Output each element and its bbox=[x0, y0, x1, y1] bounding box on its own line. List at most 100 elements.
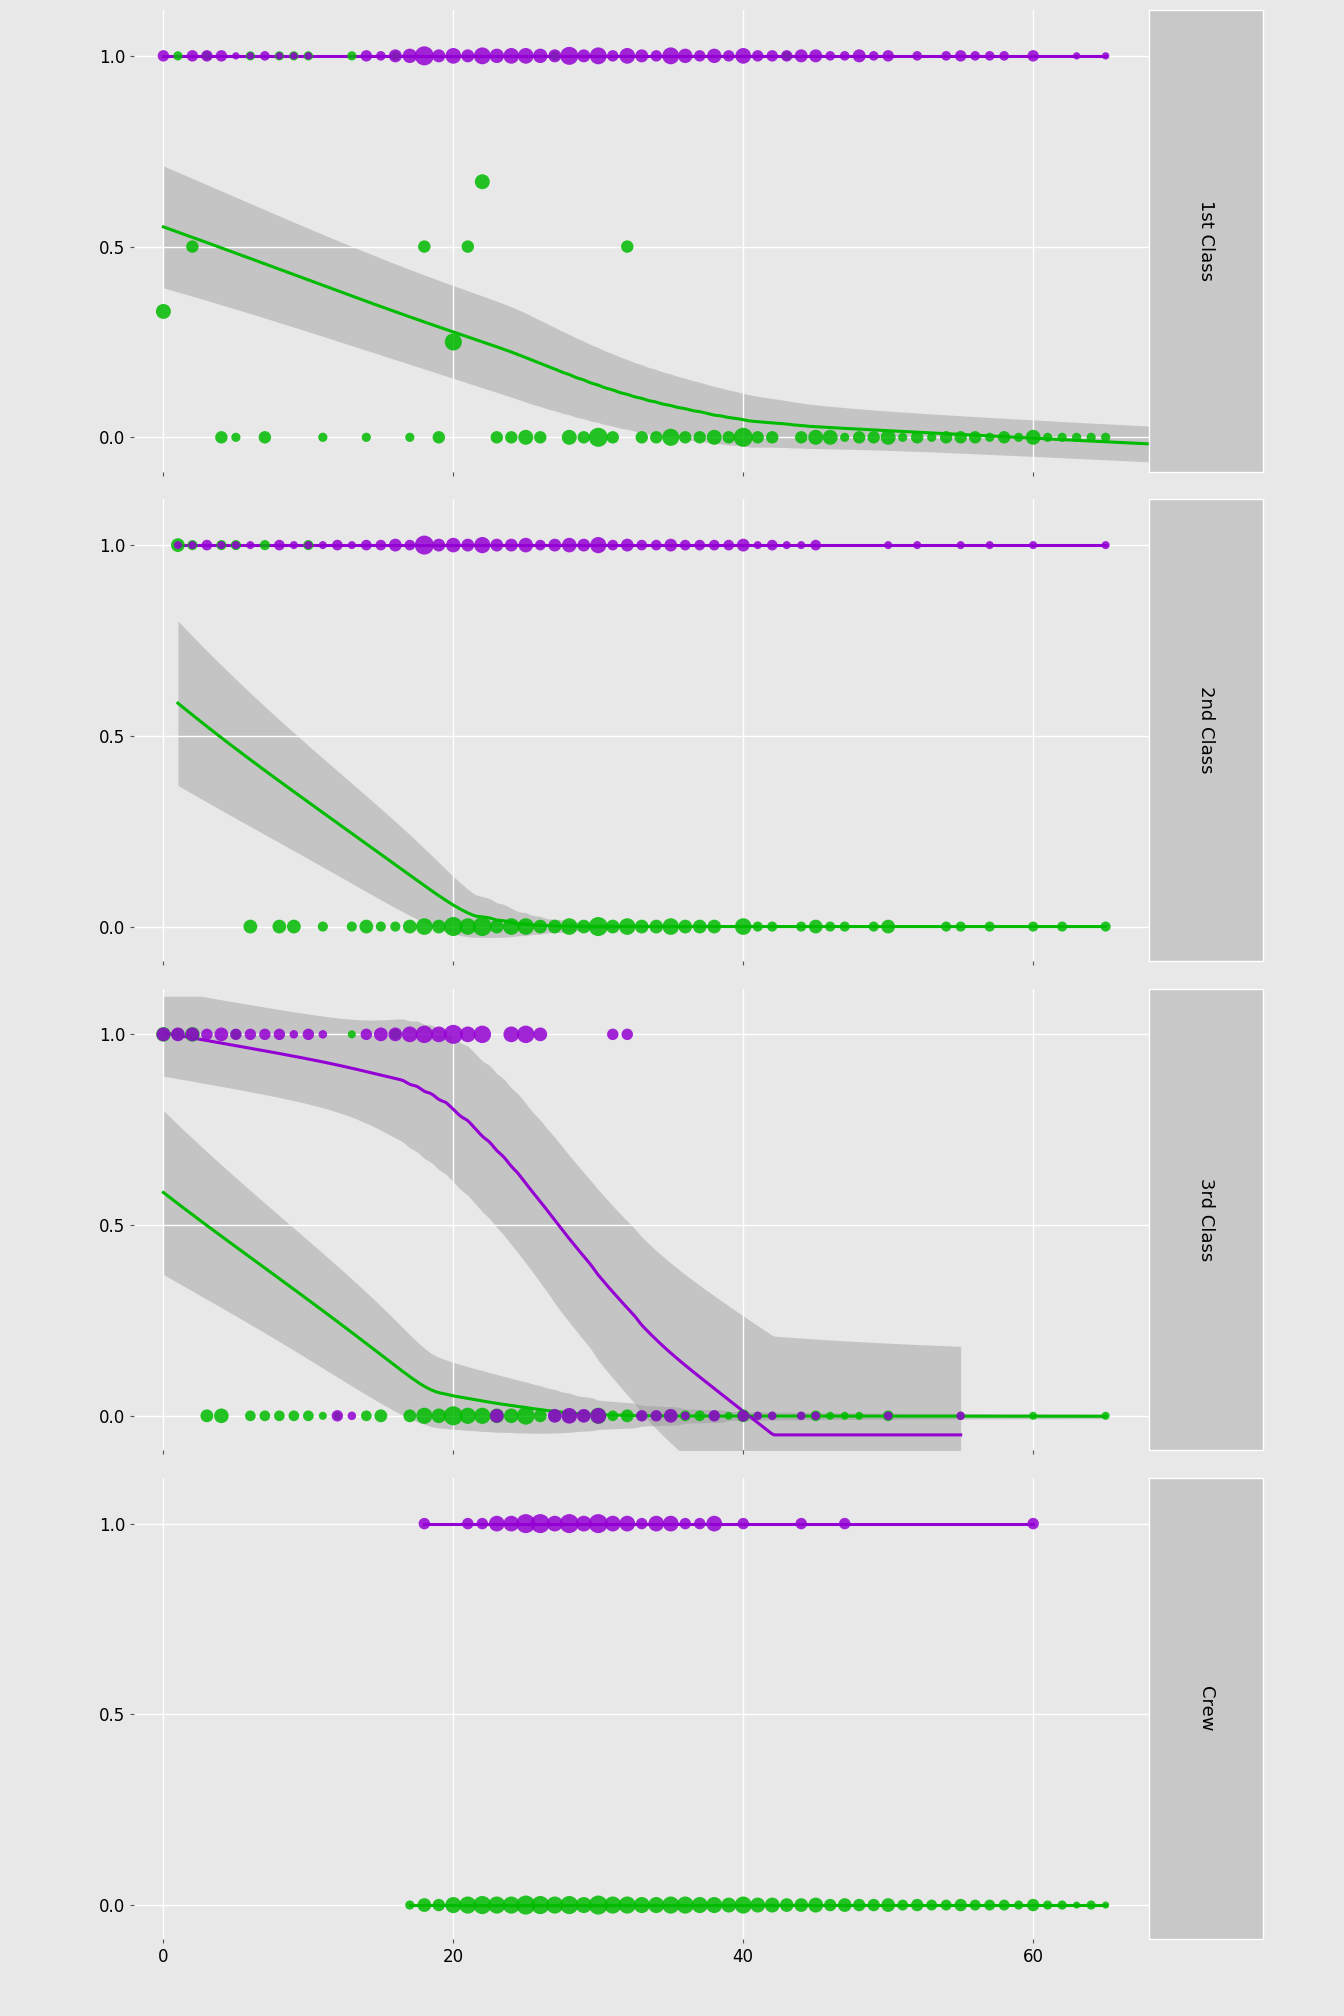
Point bbox=[181, 230, 203, 262]
Point bbox=[487, 1889, 508, 1921]
Point bbox=[573, 1399, 594, 1431]
Point bbox=[341, 528, 363, 560]
Point bbox=[790, 421, 812, 454]
Point bbox=[617, 230, 638, 262]
Point bbox=[530, 1018, 551, 1050]
Point bbox=[1051, 911, 1073, 943]
Point bbox=[515, 911, 536, 943]
Point bbox=[587, 1399, 609, 1431]
Point bbox=[632, 1508, 653, 1540]
Point bbox=[660, 528, 681, 560]
Point bbox=[617, 528, 638, 560]
Point bbox=[718, 1889, 739, 1921]
Point bbox=[660, 911, 681, 943]
Point bbox=[153, 294, 175, 327]
Point bbox=[559, 1889, 581, 1921]
Point bbox=[602, 40, 624, 73]
Point bbox=[906, 528, 927, 560]
Point bbox=[211, 421, 233, 454]
Point bbox=[848, 1889, 870, 1921]
Point bbox=[602, 1399, 624, 1431]
Point bbox=[805, 1399, 827, 1431]
Point bbox=[718, 1399, 739, 1431]
Point bbox=[181, 528, 203, 560]
Point bbox=[457, 230, 478, 262]
Point bbox=[1066, 421, 1087, 454]
Point bbox=[224, 528, 247, 560]
Point bbox=[790, 40, 812, 73]
Point bbox=[414, 230, 435, 262]
Point bbox=[370, 911, 391, 943]
Point bbox=[892, 421, 914, 454]
Point bbox=[602, 911, 624, 943]
Point bbox=[500, 1399, 521, 1431]
Point bbox=[487, 1508, 508, 1540]
Point bbox=[660, 1889, 681, 1921]
Point bbox=[660, 1399, 681, 1431]
Point bbox=[1081, 1889, 1102, 1921]
Point bbox=[327, 528, 348, 560]
Point bbox=[500, 1018, 521, 1050]
Point bbox=[284, 40, 305, 73]
Point bbox=[587, 40, 609, 73]
Point bbox=[645, 1889, 667, 1921]
Point bbox=[239, 1018, 261, 1050]
Point bbox=[805, 1889, 827, 1921]
Point bbox=[500, 1508, 521, 1540]
Point bbox=[167, 528, 188, 560]
Point bbox=[457, 911, 478, 943]
Point bbox=[747, 528, 769, 560]
Point bbox=[399, 1018, 421, 1050]
Point bbox=[370, 1018, 391, 1050]
Point bbox=[384, 528, 406, 560]
Point bbox=[457, 40, 478, 73]
Point bbox=[384, 40, 406, 73]
Point bbox=[153, 1018, 175, 1050]
Point bbox=[820, 421, 841, 454]
Point bbox=[762, 528, 784, 560]
Point bbox=[442, 1399, 464, 1431]
Point bbox=[645, 1508, 667, 1540]
Point bbox=[327, 1399, 348, 1431]
Point bbox=[675, 1399, 696, 1431]
Point bbox=[645, 1399, 667, 1431]
Point bbox=[181, 528, 203, 560]
Point bbox=[559, 911, 581, 943]
Point bbox=[762, 1399, 784, 1431]
Point bbox=[950, 40, 972, 73]
Point bbox=[978, 1889, 1000, 1921]
Point bbox=[790, 1889, 812, 1921]
Point bbox=[921, 1889, 942, 1921]
Point bbox=[950, 1399, 972, 1431]
Point bbox=[341, 911, 363, 943]
Point bbox=[775, 528, 797, 560]
Point bbox=[978, 911, 1000, 943]
Point bbox=[718, 40, 739, 73]
Point bbox=[196, 40, 218, 73]
Point bbox=[617, 40, 638, 73]
Point bbox=[399, 1889, 421, 1921]
Point bbox=[747, 421, 769, 454]
Point bbox=[254, 1018, 276, 1050]
Point bbox=[805, 1399, 827, 1431]
Point bbox=[675, 40, 696, 73]
Point bbox=[442, 1889, 464, 1921]
Point bbox=[573, 528, 594, 560]
Point bbox=[965, 421, 986, 454]
Point bbox=[675, 1399, 696, 1431]
Point bbox=[747, 911, 769, 943]
Point bbox=[515, 1889, 536, 1921]
Point bbox=[863, 421, 884, 454]
Point bbox=[399, 40, 421, 73]
Point bbox=[775, 1889, 797, 1921]
Point bbox=[573, 40, 594, 73]
Point bbox=[500, 911, 521, 943]
Point bbox=[1023, 40, 1044, 73]
Point bbox=[906, 40, 927, 73]
Point bbox=[1036, 1889, 1058, 1921]
Point bbox=[732, 1889, 754, 1921]
Point bbox=[632, 911, 653, 943]
Point bbox=[356, 421, 378, 454]
Point bbox=[790, 911, 812, 943]
Point bbox=[617, 911, 638, 943]
